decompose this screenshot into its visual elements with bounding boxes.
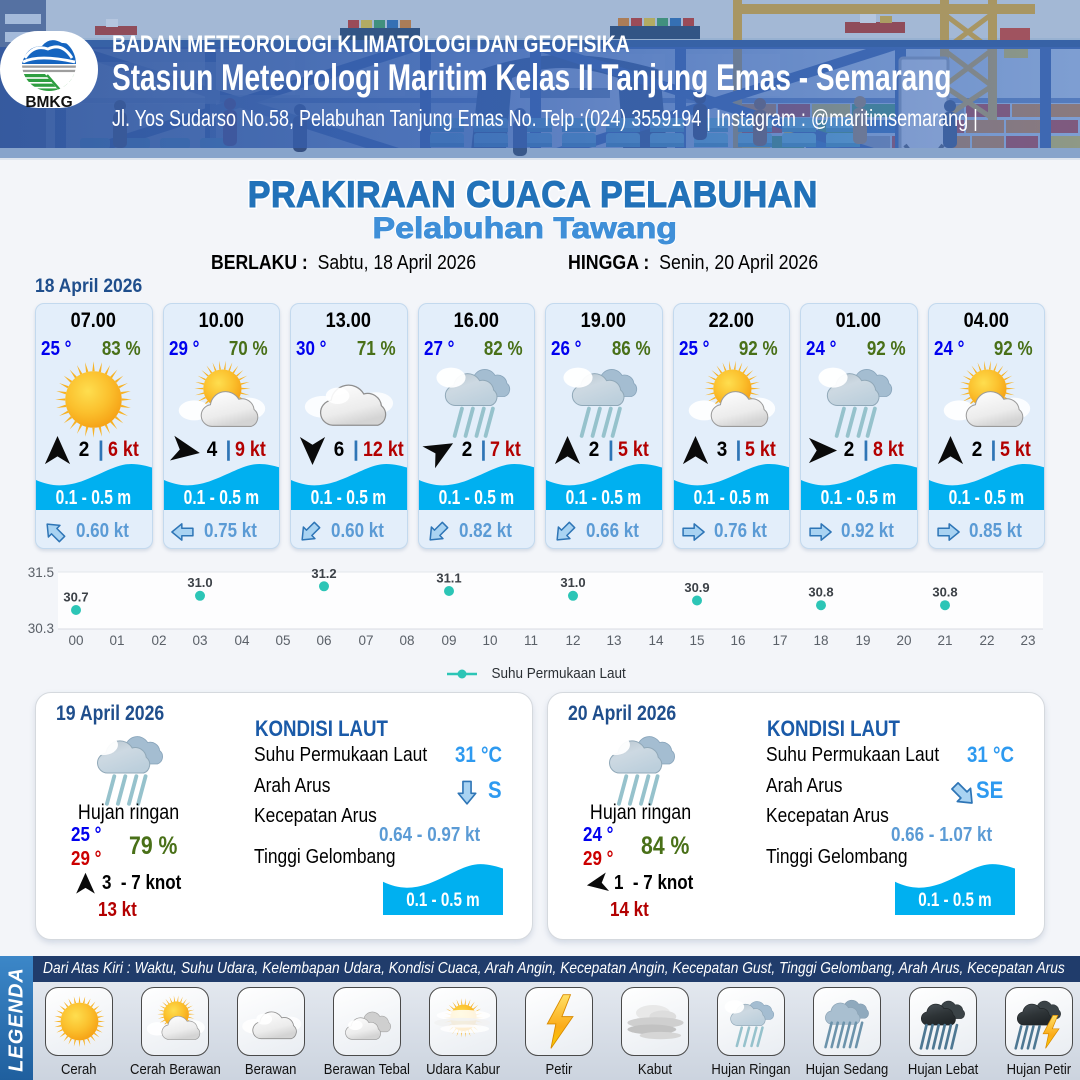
svg-text:30.3: 30.3 [28, 621, 54, 636]
svg-text:08: 08 [399, 633, 414, 648]
svg-text:03: 03 [192, 633, 207, 648]
svg-text:31.5: 31.5 [28, 565, 54, 580]
svg-text:31.0: 31.0 [187, 575, 212, 590]
svg-text:07: 07 [358, 633, 373, 648]
svg-text:30.8: 30.8 [932, 585, 957, 600]
svg-text:14: 14 [648, 633, 664, 648]
svg-text:05: 05 [275, 633, 290, 648]
svg-text:10: 10 [482, 633, 497, 648]
svg-text:12: 12 [565, 633, 580, 648]
svg-text:17: 17 [772, 633, 787, 648]
svg-text:31.1: 31.1 [436, 571, 461, 586]
svg-text:30.7: 30.7 [63, 590, 88, 605]
svg-text:13: 13 [606, 633, 621, 648]
svg-text:18: 18 [813, 633, 828, 648]
svg-text:02: 02 [151, 633, 166, 648]
svg-text:01: 01 [109, 633, 124, 648]
svg-text:00: 00 [68, 633, 83, 648]
svg-text:06: 06 [316, 633, 331, 648]
svg-text:30.9: 30.9 [684, 580, 709, 595]
svg-text:22: 22 [979, 633, 994, 648]
svg-text:19: 19 [855, 633, 870, 648]
svg-text:15: 15 [689, 633, 704, 648]
svg-text:09: 09 [441, 633, 456, 648]
svg-text:31.0: 31.0 [560, 575, 585, 590]
svg-text:20: 20 [896, 633, 911, 648]
svg-text:23: 23 [1020, 633, 1035, 648]
svg-text:11: 11 [524, 633, 538, 648]
svg-text:16: 16 [730, 633, 745, 648]
svg-text:30.8: 30.8 [808, 585, 833, 600]
svg-text:04: 04 [234, 633, 250, 648]
svg-text:BMKG: BMKG [25, 94, 72, 111]
svg-text:31.2: 31.2 [311, 566, 336, 581]
svg-text:21: 21 [937, 633, 952, 648]
